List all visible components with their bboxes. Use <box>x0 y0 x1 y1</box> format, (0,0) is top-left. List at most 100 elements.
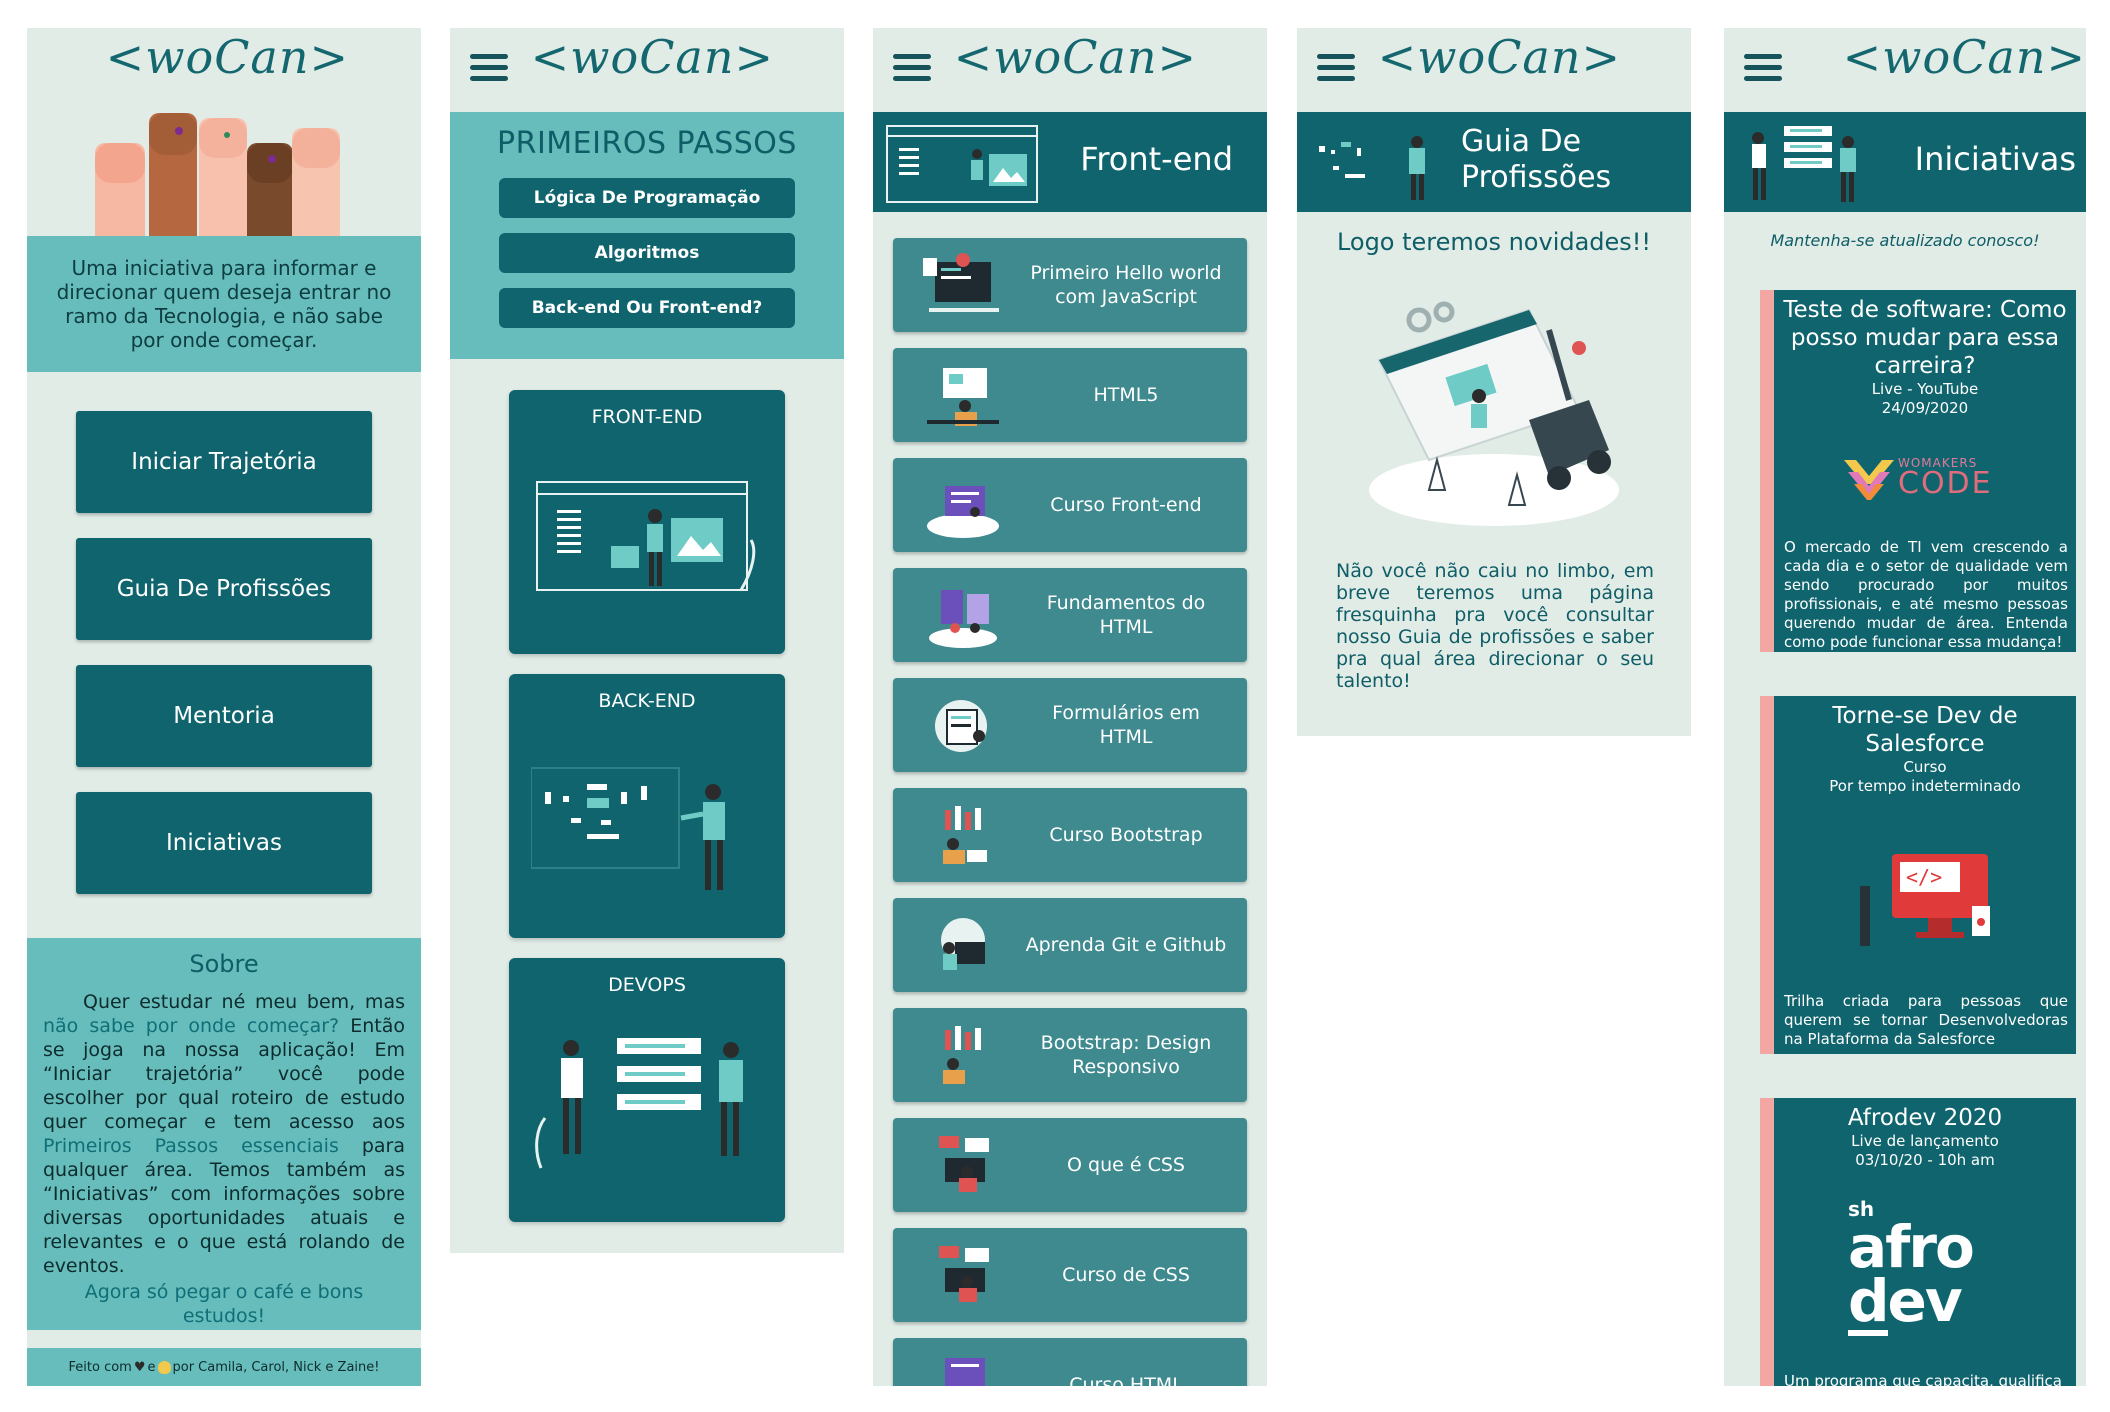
frontend-card-title: FRONT-END <box>591 406 703 428</box>
frontend-banner: Front-end <box>873 112 1267 212</box>
iniciativa-card-date: Por tempo indeterminado <box>1829 777 2021 795</box>
footer-text-pre: Feito com <box>68 1359 132 1375</box>
guia-title: Guia De Profissões <box>1461 124 1612 195</box>
frontend-item-label: Primeiro Hello world com JavaScript <box>1030 262 1222 308</box>
frontend-item-git-github[interactable]: Aprenda Git e Github <box>893 898 1247 992</box>
menu-icon[interactable] <box>1744 54 1782 82</box>
frontend-illustration <box>536 481 756 591</box>
dev-text: dev <box>1848 1267 1963 1335</box>
mentoria-button[interactable]: Mentoria <box>76 665 372 767</box>
frontend-item-label: HTML5 <box>1093 384 1159 406</box>
womakers-code-logo: WOMAKERS CODE <box>1844 454 2024 504</box>
sobre-highlight-1: não sabe por onde começar? <box>43 1015 340 1037</box>
devops-illustration <box>535 1038 743 1169</box>
frontend-item-curso-bootstrap[interactable]: Curso Bootstrap <box>893 788 1247 882</box>
primeiros-passos-title: PRIMEIROS PASSOS <box>497 126 797 161</box>
menu-icon[interactable] <box>893 54 931 82</box>
code-text: CODE <box>1898 466 1993 501</box>
footer-text-post: por Camila, Carol, Nick e Zaine! <box>172 1359 380 1375</box>
frontend-screen: <woCan> Front-end Primeiro Hello world c… <box>873 28 1267 1386</box>
iniciativa-card-type: Live de lançamento <box>1851 1132 1999 1150</box>
iniciativa-card-type: Curso <box>1903 758 1947 776</box>
backend-card-title: BACK-END <box>598 690 696 712</box>
course-thumbnail-icon <box>935 700 987 752</box>
iniciativas-title: Iniciativas <box>1914 140 2076 178</box>
iniciativa-card-salesforce[interactable]: Torne-se Dev de Salesforce Curso Por tem… <box>1760 696 2076 1054</box>
menu-icon[interactable] <box>470 54 508 82</box>
frontend-item-fundamentos-html[interactable]: Fundamentos do HTML <box>893 568 1247 662</box>
womakers-code-logo-mark <box>1844 460 1894 500</box>
iniciativa-card-title: Torne-se Dev de Salesforce <box>1832 703 2018 757</box>
iniciativas-screen: <woCan> Iniciativas Mantenha-se atualiza… <box>1724 28 2086 1386</box>
frontend-item-label: Formulários em HTML <box>1052 702 1200 748</box>
primeiros-passos-section: PRIMEIROS PASSOS Lógica De Programação A… <box>450 112 844 359</box>
devops-card[interactable]: DEVOPS <box>509 958 785 1222</box>
course-thumbnail-icon <box>923 253 999 312</box>
menu-icon[interactable] <box>1317 54 1355 82</box>
iniciativa-card-type: Live - YouTube <box>1871 380 1979 398</box>
iniciativa-card-description: Trilha criada para pessoas que querem se… <box>1784 992 2068 1048</box>
frontend-item-formularios-html[interactable]: Formulários em HTML <box>893 678 1247 772</box>
trajetoria-screen: <woCan> PRIMEIROS PASSOS Lógica De Progr… <box>450 28 844 1253</box>
iniciativa-card-teste-software[interactable]: Teste de software: Como posso mudar para… <box>1760 290 2076 652</box>
svg-text:</>: </> <box>1906 865 1942 889</box>
iniciativa-card-afrodev[interactable]: Afrodev 2020 Live de lançamento 03/10/20… <box>1760 1098 2076 1386</box>
frontend-card[interactable]: FRONT-END <box>509 390 785 654</box>
wocan-logo[interactable]: <woCan> <box>953 30 1197 84</box>
frontend-item-curso-html[interactable]: Curso HTML <box>893 1338 1247 1386</box>
frontend-item-label: Curso Bootstrap <box>1049 824 1203 846</box>
frontend-item-label: Curso de CSS <box>1062 1264 1190 1286</box>
intro-text: Uma iniciativa para informar e direciona… <box>27 236 421 372</box>
guia-banner: Guia De Profissões <box>1297 112 1691 212</box>
algoritmos-button[interactable]: Algoritmos <box>499 233 795 273</box>
wocan-logo[interactable]: <woCan> <box>105 30 349 84</box>
backend-card[interactable]: BACK-END <box>509 674 785 938</box>
sobre-title: Sobre <box>189 950 259 978</box>
frontend-title: Front-end <box>1080 140 1233 178</box>
iniciativas-banner: Iniciativas <box>1724 112 2086 212</box>
flexed-arm-icon <box>157 1360 171 1374</box>
wocan-logo[interactable]: <woCan> <box>1377 30 1621 84</box>
course-thumbnail-icon <box>943 806 987 864</box>
frontend-item-label: Curso Front-end <box>1050 494 1202 516</box>
frontend-item-o-que-e-css[interactable]: O que é CSS <box>893 1118 1247 1212</box>
frontend-item-bootstrap-responsivo[interactable]: Bootstrap: Design Responsivo <box>893 1008 1247 1102</box>
guia-message: Não você não caiu no limbo, em breve ter… <box>1336 560 1654 692</box>
course-thumbnail-icon <box>927 486 999 538</box>
frontend-item-label: Bootstrap: Design Responsivo <box>1040 1032 1212 1078</box>
code-monitor-illustration: </> <box>1860 854 1990 946</box>
course-thumbnail-icon <box>939 1136 989 1192</box>
home-screen: <woCan> Uma iniciativa para informar e d… <box>27 28 421 1386</box>
heart-icon: ♥ <box>133 1359 146 1375</box>
logica-programacao-button[interactable]: Lógica De Programação <box>499 178 795 218</box>
iniciativa-card-title: Afrodev 2020 <box>1847 1105 2003 1131</box>
iniciativas-button[interactable]: Iniciativas <box>76 792 372 894</box>
wocan-logo[interactable]: <woCan> <box>1842 30 2086 84</box>
frontend-item-curso-frontend[interactable]: Curso Front-end <box>893 458 1247 552</box>
course-thumbnail-icon <box>929 590 997 648</box>
under-construction-illustration <box>1369 301 1619 526</box>
sobre-closing: Agora só pegar o café e bons estudos! <box>84 1281 364 1327</box>
course-thumbnail-icon <box>941 918 985 970</box>
raised-fists-illustration <box>95 113 340 263</box>
backend-ou-frontend-button[interactable]: Back-end Ou Front-end? <box>499 288 795 328</box>
course-thumbnail-icon <box>939 1246 989 1302</box>
course-thumbnail-icon <box>945 1358 985 1386</box>
sobre-text: Quer estudar né meu bem, mas não sabe po… <box>43 990 405 1278</box>
guia-profissoes-button[interactable]: Guia De Profissões <box>76 538 372 640</box>
sobre-text-3: para qualquer área. Temos também as “Ini… <box>43 1135 405 1277</box>
sobre-text-1: Quer estudar né meu bem, mas <box>83 991 405 1013</box>
afrodev-logo: sh afro dev <box>1848 1198 2008 1348</box>
sobre-highlight-2: Primeiros Passos essenciais <box>43 1135 339 1157</box>
devops-card-title: DEVOPS <box>608 974 686 996</box>
backend-illustration <box>531 767 725 890</box>
iniciativas-banner-illustration <box>1752 126 1856 202</box>
frontend-item-hello-world[interactable]: Primeiro Hello world com JavaScript <box>893 238 1247 332</box>
frontend-item-curso-css[interactable]: Curso de CSS <box>893 1228 1247 1322</box>
frontend-item-html5[interactable]: HTML5 <box>893 348 1247 442</box>
iniciar-trajetoria-button[interactable]: Iniciar Trajetória <box>76 411 372 513</box>
wocan-logo[interactable]: <woCan> <box>530 30 774 84</box>
frontend-banner-illustration <box>886 125 1038 203</box>
afrodev-underline <box>1848 1330 1888 1336</box>
sobre-section: Sobre Quer estudar né meu bem, mas não s… <box>27 938 421 1330</box>
